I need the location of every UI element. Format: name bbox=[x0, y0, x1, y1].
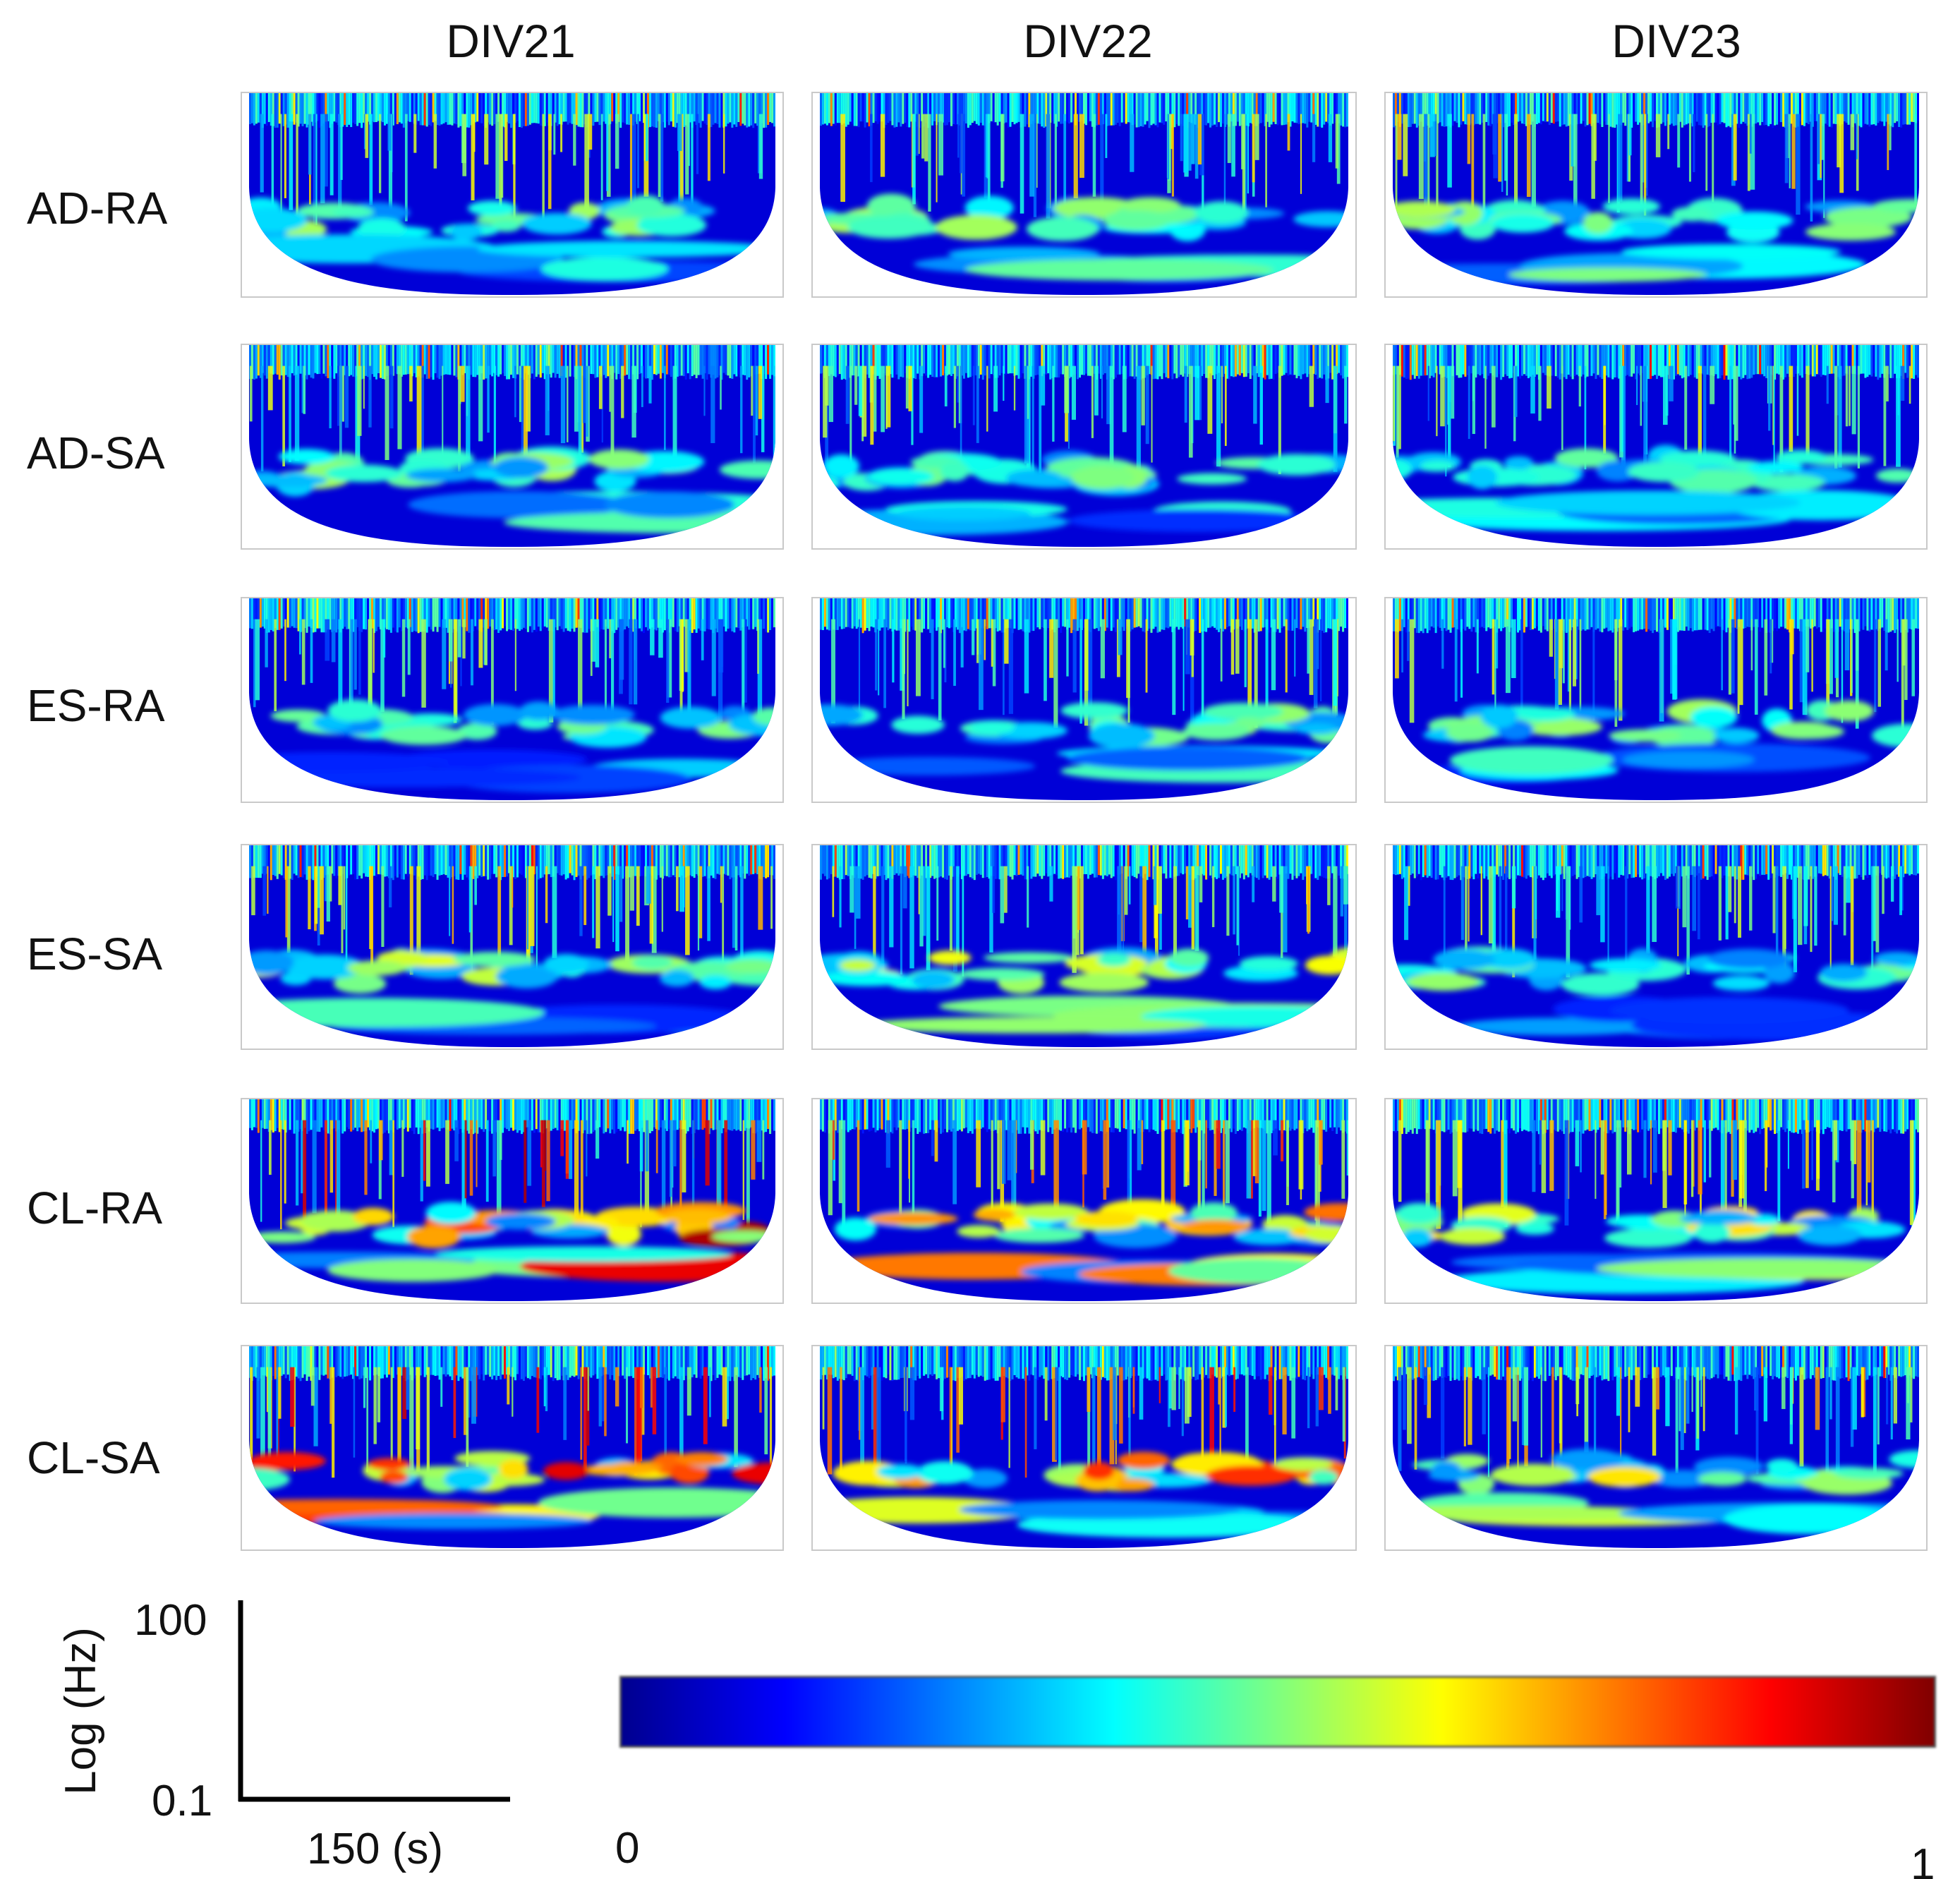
scalogram-cl-sa-div23 bbox=[1384, 1345, 1928, 1551]
scalogram-plot bbox=[248, 845, 776, 1048]
scalogram-cl-ra-div21 bbox=[241, 1098, 784, 1304]
high-frequency-band bbox=[248, 93, 776, 128]
high-frequency-band bbox=[819, 345, 1349, 380]
high-frequency-band bbox=[1392, 345, 1920, 380]
scalogram-plot bbox=[248, 598, 776, 801]
scalogram-ad-sa-div23 bbox=[1384, 344, 1928, 550]
scalogram-plot bbox=[819, 598, 1349, 801]
row-header-cl-ra: CL-RA bbox=[27, 1183, 163, 1233]
high-frequency-band bbox=[819, 93, 1349, 128]
y-tick-top: 100 bbox=[134, 1596, 207, 1645]
burst-streaks bbox=[253, 619, 763, 730]
row-header-cl-sa: CL-SA bbox=[27, 1432, 160, 1483]
scalogram-cl-ra-div22 bbox=[811, 1098, 1357, 1304]
low-frequency-blobs bbox=[1392, 699, 1920, 785]
scalogram-plot bbox=[819, 845, 1349, 1048]
high-frequency-band bbox=[248, 345, 776, 380]
burst-streaks bbox=[831, 619, 1338, 729]
scalogram-cl-sa-div21 bbox=[241, 1345, 784, 1551]
scalogram-plot bbox=[248, 1346, 776, 1549]
y-tick-bottom: 0.1 bbox=[152, 1777, 213, 1825]
scalogram-plot bbox=[819, 345, 1349, 548]
scalogram-cl-ra-div23 bbox=[1384, 1098, 1928, 1304]
burst-streaks bbox=[832, 866, 1348, 977]
burst-streaks bbox=[823, 365, 1348, 478]
scalogram-plot bbox=[819, 93, 1349, 296]
high-frequency-band bbox=[1392, 598, 1920, 634]
scalogram-plot bbox=[248, 345, 776, 548]
burst-streaks bbox=[1395, 114, 1918, 223]
low-frequency-blobs bbox=[1392, 445, 1919, 531]
high-frequency-band bbox=[819, 1099, 1349, 1135]
scalogram-plot bbox=[248, 1099, 776, 1302]
burst-streaks bbox=[1398, 1120, 1916, 1231]
high-frequency-band bbox=[1392, 1099, 1920, 1135]
colorbar-max-label: 1 bbox=[1911, 1840, 1935, 1879]
burst-streaks bbox=[249, 365, 775, 478]
low-frequency-blobs bbox=[1392, 946, 1920, 1041]
row-header-es-sa: ES-SA bbox=[27, 929, 163, 979]
scalogram-es-sa-div22 bbox=[811, 844, 1357, 1050]
scalogram-es-ra-div21 bbox=[241, 597, 784, 803]
colorbar bbox=[619, 1676, 1936, 1748]
low-frequency-blobs bbox=[248, 446, 776, 533]
burst-streaks bbox=[1394, 619, 1916, 730]
burst-streaks bbox=[260, 114, 763, 226]
scalogram-plot bbox=[1392, 93, 1920, 296]
row-header-ad-ra: AD-RA bbox=[27, 183, 168, 234]
high-frequency-band bbox=[819, 1346, 1349, 1382]
scalogram-plot bbox=[1392, 598, 1920, 801]
scalogram-plot bbox=[1392, 1346, 1920, 1549]
low-frequency-blobs bbox=[248, 1202, 776, 1282]
high-frequency-band bbox=[1392, 1346, 1920, 1382]
burst-streaks bbox=[840, 114, 1341, 222]
high-frequency-band bbox=[1392, 845, 1920, 881]
scalogram-cl-sa-div22 bbox=[811, 1345, 1357, 1551]
column-header-div22: DIV22 bbox=[1023, 15, 1153, 67]
burst-streaks bbox=[822, 1367, 1346, 1479]
burst-streaks bbox=[1398, 1367, 1913, 1478]
high-frequency-band bbox=[819, 598, 1349, 634]
burst-streaks bbox=[250, 1367, 773, 1478]
high-frequency-band bbox=[248, 598, 776, 634]
y-axis-label: Log (Hz) bbox=[56, 1627, 105, 1795]
low-frequency-blobs bbox=[1392, 1202, 1920, 1294]
scalogram-plot bbox=[1392, 1099, 1920, 1302]
scalogram-plot bbox=[819, 1346, 1349, 1549]
scalogram-plot bbox=[1392, 345, 1920, 548]
low-frequency-blobs bbox=[819, 947, 1349, 1039]
x-axis-label: 150 (s) bbox=[307, 1825, 443, 1873]
scalogram-ad-ra-div21 bbox=[241, 92, 784, 298]
burst-streaks bbox=[260, 1120, 765, 1230]
colorbar-min-label: 0 bbox=[615, 1824, 640, 1873]
scalogram-ad-sa-div21 bbox=[241, 344, 784, 550]
scalogram-es-ra-div22 bbox=[811, 597, 1357, 803]
high-frequency-band bbox=[248, 845, 776, 881]
burst-streaks bbox=[251, 866, 773, 977]
scalogram-ad-ra-div22 bbox=[811, 92, 1357, 298]
burst-streaks bbox=[828, 1120, 1349, 1231]
scalogram-plot bbox=[248, 93, 776, 296]
burst-streaks bbox=[1404, 866, 1904, 978]
scalogram-ad-sa-div22 bbox=[811, 344, 1357, 550]
high-frequency-band bbox=[248, 1099, 776, 1135]
high-frequency-band bbox=[1392, 93, 1920, 128]
scalogram-plot bbox=[1392, 845, 1920, 1048]
scalogram-plot bbox=[819, 1099, 1349, 1302]
row-header-ad-sa: AD-SA bbox=[27, 428, 165, 478]
column-header-div23: DIV23 bbox=[1611, 15, 1741, 67]
row-header-es-ra: ES-RA bbox=[27, 680, 165, 731]
high-frequency-band bbox=[819, 845, 1349, 881]
column-header-div21: DIV21 bbox=[446, 15, 576, 67]
scalogram-es-sa-div23 bbox=[1384, 844, 1928, 1050]
scalogram-ad-ra-div23 bbox=[1384, 92, 1928, 298]
burst-streaks bbox=[1393, 365, 1911, 477]
scalogram-es-ra-div23 bbox=[1384, 597, 1928, 803]
high-frequency-band bbox=[248, 1346, 776, 1382]
scalogram-es-sa-div21 bbox=[241, 844, 784, 1050]
